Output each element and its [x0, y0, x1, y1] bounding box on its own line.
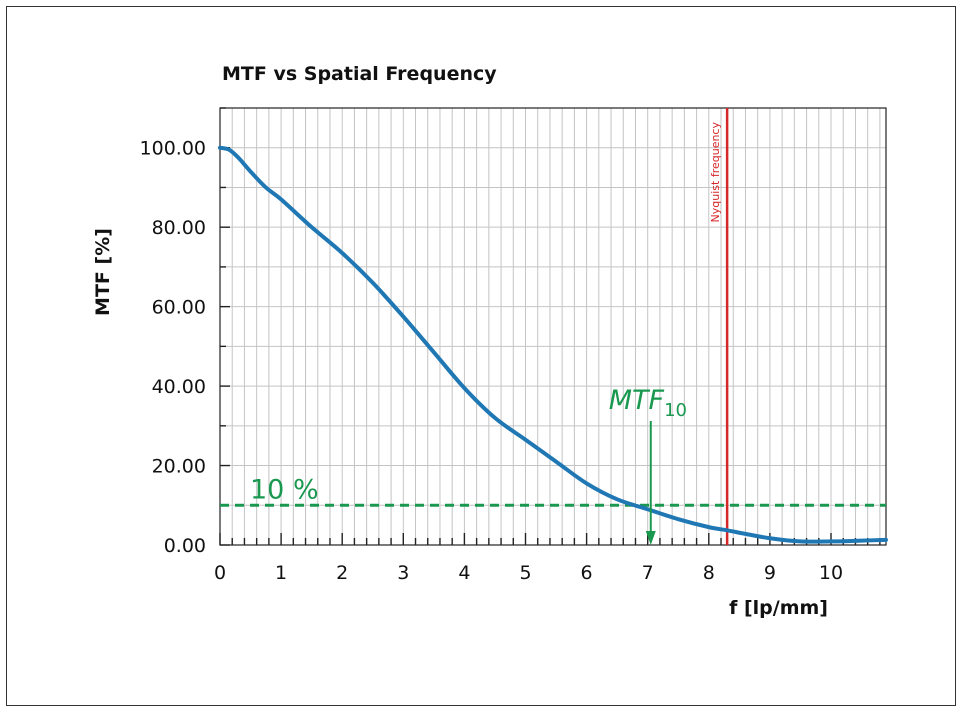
mtf10-label-main: MTF: [609, 385, 665, 416]
x-tick-label: 6: [581, 562, 593, 584]
plot-area-border: [219, 107, 887, 546]
y-tick-label: 0.00: [164, 535, 206, 557]
nyquist-label: Nyquist frequency: [709, 122, 722, 223]
x-tick-label: 5: [519, 562, 531, 584]
threshold-label: 10 %: [250, 474, 319, 505]
grid: [219, 107, 886, 546]
x-tick-label: 9: [764, 562, 776, 584]
x-tick-label: 2: [336, 562, 348, 584]
y-tick-labels: 0.00 20.00 40.00 60.00 80.00 100.00: [140, 138, 206, 557]
x-tick-label: 0: [214, 562, 226, 584]
y-tick-label: 60.00: [152, 297, 206, 319]
mtf10-arrowhead: [645, 531, 656, 545]
chart-title: MTF vs Spatial Frequency: [222, 63, 497, 85]
y-tick-label: 20.00: [152, 456, 206, 478]
x-tick-label: 4: [458, 562, 470, 584]
mtf-curve: [218, 145, 888, 544]
y-axis-label: MTF [%]: [92, 228, 114, 316]
x-axis-label: f [lp/mm]: [729, 597, 828, 619]
x-tick-label: 8: [703, 562, 715, 584]
mtf10-label-sub: 10: [664, 400, 687, 421]
mtf10-label: MTF10: [609, 385, 687, 421]
y-tick-label: 80.00: [152, 217, 206, 239]
x-tick-label: 1: [275, 562, 287, 584]
x-tick-labels: 0 1 2 3 4 5 6 7 8 9 10: [214, 562, 843, 584]
y-tick-label: 40.00: [152, 376, 206, 398]
y-tick-label: 100.00: [140, 138, 206, 160]
x-tick-label: 10: [819, 562, 843, 584]
x-tick-label: 7: [642, 562, 654, 584]
mtf-chart: MTF vs Spatial Frequency 0 1 2 3 4 5 6 7 8 9 10 0.…: [92, 63, 888, 619]
x-tick-label: 3: [397, 562, 409, 584]
